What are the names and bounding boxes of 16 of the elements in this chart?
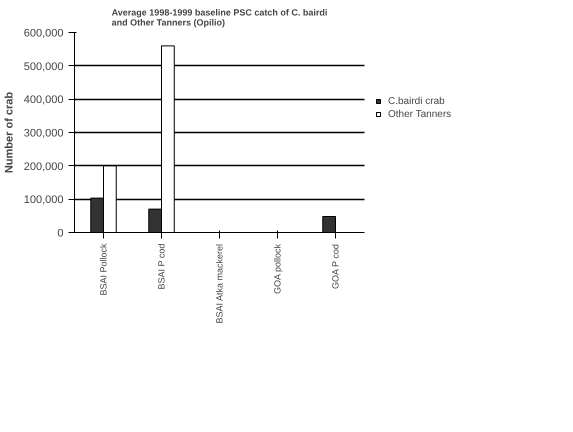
y-tick-label: 100,000	[24, 194, 64, 206]
y-tick-label: 300,000	[24, 128, 64, 140]
x-tick-label: BSAI Pollock	[98, 243, 108, 296]
y-tick-label: 600,000	[24, 28, 64, 40]
chart-title: Average 1998-1999 baseline PSC catch of C. bairdi and Other Tanners (Opilio)	[112, 8, 328, 28]
y-tick-label: 500,000	[24, 60, 64, 73]
legend-label: C.bairdi crab	[388, 96, 445, 106]
x-tick-label: BSAI Atka mackerel	[214, 244, 224, 324]
y-tick-label: 400,000	[24, 94, 64, 106]
y-tick-label: 200,000	[24, 160, 64, 173]
y-axis-title: Number of crab	[4, 92, 16, 174]
y-tick-label: 0	[57, 228, 64, 240]
x-tick-label: BSAI P cod	[156, 244, 166, 290]
x-tick-label: GOA P cod	[330, 244, 340, 290]
legend-label: Other Tanners	[388, 108, 452, 120]
x-tick-label: GOA pollock	[272, 243, 282, 294]
